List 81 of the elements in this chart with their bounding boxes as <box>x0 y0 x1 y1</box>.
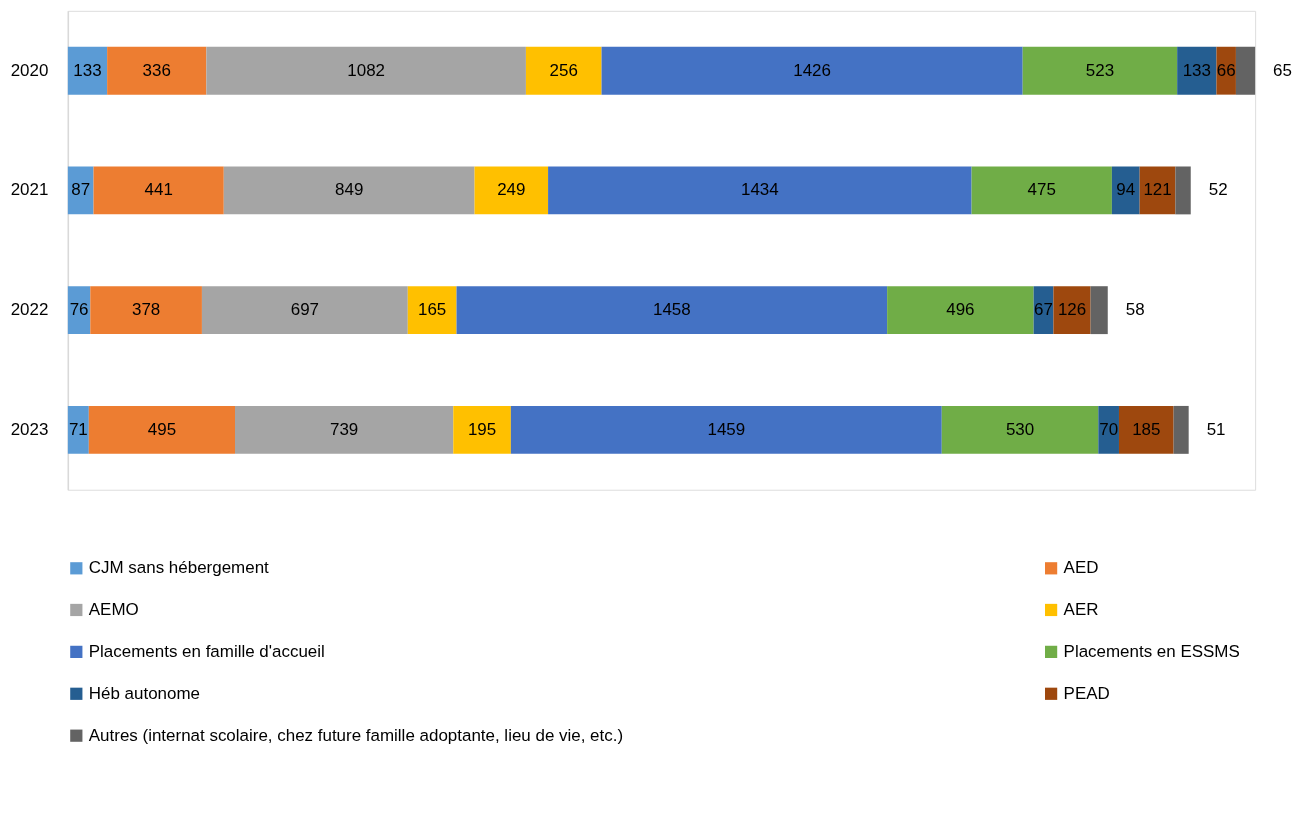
bar <box>510 405 942 454</box>
bar <box>67 166 94 215</box>
bar <box>1173 405 1189 454</box>
data-label: 1082 <box>347 60 385 80</box>
bar <box>90 286 202 335</box>
bar <box>971 166 1112 215</box>
bar <box>235 405 454 454</box>
bar <box>548 166 972 215</box>
data-label: 195 <box>467 419 497 439</box>
legend-label: AED <box>1063 558 1099 578</box>
data-label: 58 <box>1125 300 1145 320</box>
bar <box>601 46 1023 95</box>
data-label: 70 <box>1099 419 1119 439</box>
data-label: 441 <box>144 180 173 200</box>
bar <box>67 46 108 95</box>
bar <box>887 286 1034 335</box>
bar <box>1098 405 1119 454</box>
y-tick-label: 2021 <box>10 180 49 200</box>
data-label: 523 <box>1085 60 1115 80</box>
bar <box>941 405 1099 454</box>
bar <box>407 286 457 335</box>
data-label: 739 <box>329 419 359 439</box>
data-label: 87 <box>71 180 91 200</box>
data-label: 185 <box>1132 419 1161 439</box>
data-label: 697 <box>290 300 320 320</box>
data-label: 378 <box>131 300 161 320</box>
bar <box>1118 405 1174 454</box>
data-label: 165 <box>418 300 447 320</box>
data-label: 1459 <box>707 419 746 439</box>
data-label: 76 <box>69 300 89 320</box>
bar <box>1235 46 1256 95</box>
y-tick-label: 2023 <box>10 419 49 439</box>
bar <box>456 286 888 335</box>
bar <box>453 405 511 454</box>
data-label: 65 <box>1273 60 1292 80</box>
data-label: 249 <box>497 180 526 200</box>
data-label: 133 <box>1182 60 1211 80</box>
data-label: 52 <box>1208 180 1228 200</box>
legend-label: Héb autonome <box>88 683 201 703</box>
data-label: 126 <box>1057 300 1087 320</box>
data-label: 1434 <box>740 180 779 200</box>
data-label: 475 <box>1027 180 1056 200</box>
bar <box>206 46 526 95</box>
bar <box>1022 46 1178 95</box>
bar <box>1175 166 1191 215</box>
bar <box>67 405 89 454</box>
data-label: 1426 <box>793 60 831 80</box>
bar <box>1053 286 1091 335</box>
legend-label: Placements en ESSMS <box>1063 641 1240 661</box>
bar <box>1111 166 1140 215</box>
data-label: 121 <box>1143 180 1172 200</box>
data-label: 496 <box>946 300 975 320</box>
y-tick-label: 2020 <box>10 60 49 80</box>
bar <box>107 46 207 95</box>
bar <box>223 166 475 215</box>
legend-label: Autres (internat scolaire, chez future famille adoptante, lieu de vie, etc.) <box>88 725 624 745</box>
bar <box>474 166 549 215</box>
y-tick-label: 2022 <box>10 300 49 320</box>
legend-label: PEAD <box>1063 683 1110 703</box>
legend-label: Placements en famille d'accueil <box>88 641 325 661</box>
data-label: 495 <box>147 419 177 439</box>
data-label: 530 <box>1005 419 1035 439</box>
legend-label: AER <box>1063 599 1099 619</box>
bar <box>1090 286 1108 335</box>
data-label: 51 <box>1206 419 1226 439</box>
bar <box>525 46 602 95</box>
legend-label: CJM sans hébergement <box>88 558 270 578</box>
data-label: 94 <box>1116 180 1136 200</box>
bar <box>93 166 224 215</box>
data-label: 849 <box>335 180 364 200</box>
data-label: 336 <box>142 60 171 80</box>
data-label: 256 <box>549 60 578 80</box>
data-label: 71 <box>68 419 88 439</box>
bar <box>201 286 408 335</box>
bar <box>1177 46 1217 95</box>
data-label: 67 <box>1034 300 1053 320</box>
data-label: 1458 <box>652 300 691 320</box>
data-label: 133 <box>73 60 102 80</box>
legend-label: AEMO <box>88 599 139 619</box>
bar <box>88 405 236 454</box>
data-label: 66 <box>1216 60 1236 80</box>
